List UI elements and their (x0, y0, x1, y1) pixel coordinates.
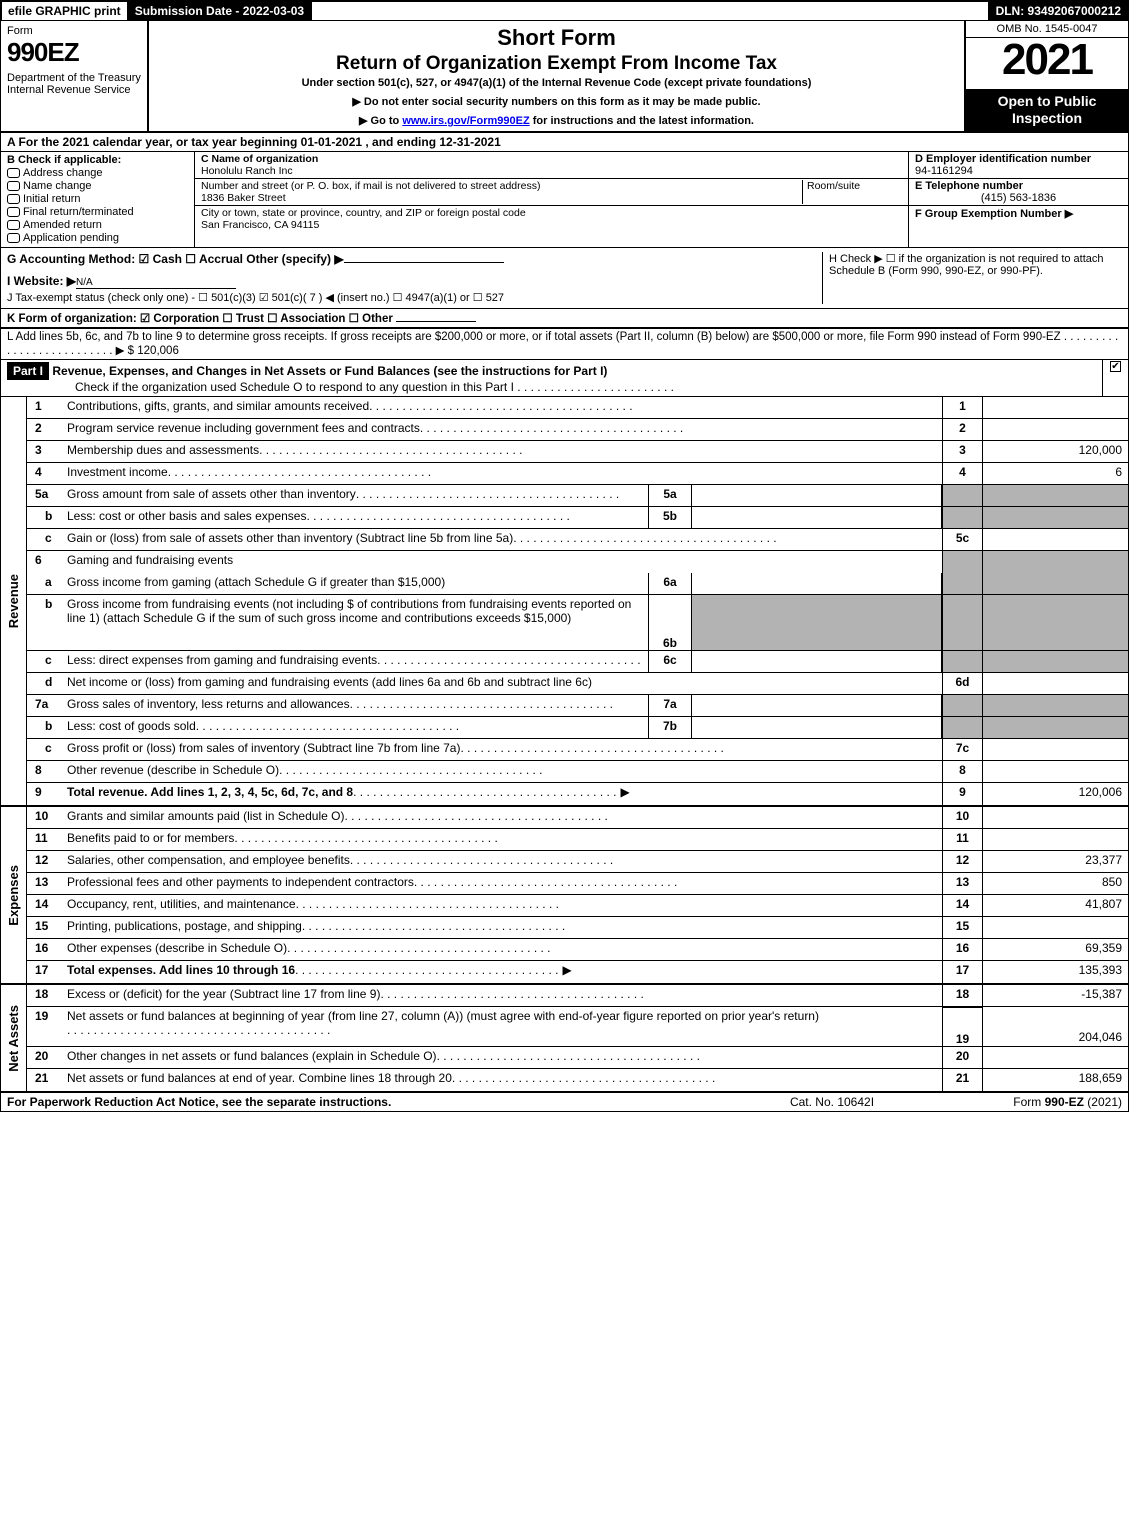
topbar: efile GRAPHIC print Submission Date - 20… (1, 1, 1128, 21)
col-CDEF: C Name of organizationHonolulu Ranch Inc… (195, 152, 1128, 247)
line-5c: cGain or (loss) from sale of assets othe… (27, 529, 1128, 551)
line-5b: bLess: cost or other basis and sales exp… (27, 507, 1128, 529)
line-18: 18Excess or (deficit) for the year (Subt… (27, 985, 1128, 1007)
expenses-section: Expenses 10Grants and similar amounts pa… (1, 807, 1128, 983)
form-title: Return of Organization Exempt From Incom… (157, 53, 956, 75)
short-form-title: Short Form (157, 25, 956, 51)
row-L: L Add lines 5b, 6c, and 7b to line 9 to … (1, 329, 1128, 360)
line-7c: cGross profit or (loss) from sales of in… (27, 739, 1128, 761)
part-I-label: Part I (7, 362, 49, 380)
line-21: 21Net assets or fund balances at end of … (27, 1069, 1128, 1091)
line-14: 14Occupancy, rent, utilities, and mainte… (27, 895, 1128, 917)
form-subtitle: Under section 501(c), 527, or 4947(a)(1)… (157, 77, 956, 89)
rows-GHI: G Accounting Method: ☑ Cash ☐ Accrual Ot… (1, 248, 1128, 309)
room-suite: Room/suite (802, 180, 902, 204)
goto-link-row: ▶ Go to www.irs.gov/Form990EZ for instru… (157, 114, 956, 127)
netassets-section: Net Assets 18Excess or (deficit) for the… (1, 985, 1128, 1091)
line-20: 20Other changes in net assets or fund ba… (27, 1047, 1128, 1069)
footer-right: Form 990-EZ (2021) (942, 1095, 1122, 1109)
F-group-exemption: F Group Exemption Number ▶ (909, 206, 1128, 247)
goto-pre: ▶ Go to (359, 115, 402, 127)
row-I: I Website: ▶N/A (7, 274, 816, 289)
part-I-check-text: Check if the organization used Schedule … (75, 380, 514, 394)
irs-link[interactable]: www.irs.gov/Form990EZ (402, 115, 529, 127)
line-12: 12Salaries, other compensation, and empl… (27, 851, 1128, 873)
revenue-label: Revenue (1, 397, 27, 805)
row-J: J Tax-exempt status (check only one) - ☐… (7, 291, 816, 304)
line-2: 2Program service revenue including gover… (27, 419, 1128, 441)
row-K: K Form of organization: ☑ Corporation ☐ … (1, 309, 1128, 329)
line-16: 16Other expenses (describe in Schedule O… (27, 939, 1128, 961)
line-8: 8Other revenue (describe in Schedule O)8 (27, 761, 1128, 783)
part-I-checkbox[interactable] (1102, 360, 1128, 396)
col-DEF: D Employer identification number94-11612… (908, 152, 1128, 247)
col-B: B Check if applicable: Address change Na… (1, 152, 195, 247)
line-7b: bLess: cost of goods sold7b (27, 717, 1128, 739)
header-mid: Short Form Return of Organization Exempt… (149, 21, 964, 131)
cb-initial-return[interactable]: Initial return (7, 193, 188, 205)
row-A: A For the 2021 calendar year, or tax yea… (1, 133, 1128, 152)
tax-year: 2021 (966, 38, 1128, 89)
cb-final-return[interactable]: Final return/terminated (7, 206, 188, 218)
D-ein: D Employer identification number94-11612… (909, 152, 1128, 179)
rows-BCDEF: B Check if applicable: Address change Na… (1, 152, 1128, 248)
row-H: H Check ▶ ☐ if the organization is not r… (822, 252, 1122, 304)
header-right: OMB No. 1545-0047 2021 Open to Public In… (964, 21, 1128, 131)
line-1: 1Contributions, gifts, grants, and simil… (27, 397, 1128, 419)
line-10: 10Grants and similar amounts paid (list … (27, 807, 1128, 829)
cb-name-change[interactable]: Name change (7, 180, 188, 192)
open-inspection: Open to Public Inspection (966, 89, 1128, 131)
line-7a: 7aGross sales of inventory, less returns… (27, 695, 1128, 717)
line-6a: aGross income from gaming (attach Schedu… (27, 573, 1128, 595)
ghi-left: G Accounting Method: ☑ Cash ☐ Accrual Ot… (7, 252, 816, 304)
line-6d: dNet income or (loss) from gaming and fu… (27, 673, 1128, 695)
expenses-label: Expenses (1, 807, 27, 983)
form-header: Form 990EZ Department of the Treasury In… (1, 21, 1128, 133)
E-phone: E Telephone number(415) 563-1836 (909, 179, 1128, 206)
part-I-title: Revenue, Expenses, and Changes in Net As… (52, 364, 607, 378)
line-19: 19Net assets or fund balances at beginni… (27, 1007, 1128, 1047)
line-6: 6Gaming and fundraising events (27, 551, 1128, 573)
cb-address-change[interactable]: Address change (7, 167, 188, 179)
line-15: 15Printing, publications, postage, and s… (27, 917, 1128, 939)
C-city: City or town, state or province, country… (195, 206, 908, 232)
ssn-warning: ▶ Do not enter social security numbers o… (157, 95, 956, 108)
line-3: 3Membership dues and assessments3120,000 (27, 441, 1128, 463)
topbar-spacer (311, 1, 988, 21)
B-label: B Check if applicable: (7, 154, 188, 166)
department: Department of the Treasury Internal Reve… (7, 72, 141, 96)
cb-amended-return[interactable]: Amended return (7, 219, 188, 231)
header-left: Form 990EZ Department of the Treasury In… (1, 21, 149, 131)
netassets-label: Net Assets (1, 985, 27, 1091)
cb-application-pending[interactable]: Application pending (7, 232, 188, 244)
line-6c: cLess: direct expenses from gaming and f… (27, 651, 1128, 673)
footer-left: For Paperwork Reduction Act Notice, see … (7, 1095, 722, 1109)
efile-print-label[interactable]: efile GRAPHIC print (1, 1, 128, 21)
revenue-section: Revenue 1Contributions, gifts, grants, a… (1, 397, 1128, 805)
form-number: 990EZ (7, 37, 141, 68)
C-name: C Name of organizationHonolulu Ranch Inc (195, 152, 908, 179)
line-13: 13Professional fees and other payments t… (27, 873, 1128, 895)
line-17: 17Total expenses. Add lines 10 through 1… (27, 961, 1128, 983)
goto-post: for instructions and the latest informat… (530, 115, 754, 127)
C-address: Number and street (or P. O. box, if mail… (195, 179, 908, 206)
part-I-header: Part I Revenue, Expenses, and Changes in… (1, 360, 1128, 397)
row-G: G Accounting Method: ☑ Cash ☐ Accrual Ot… (7, 252, 816, 266)
submission-date: Submission Date - 2022-03-03 (128, 1, 311, 21)
line-4: 4Investment income46 (27, 463, 1128, 485)
form-990ez-page: efile GRAPHIC print Submission Date - 20… (0, 0, 1129, 1112)
dln: DLN: 93492067000212 (989, 1, 1128, 21)
line-11: 11Benefits paid to or for members11 (27, 829, 1128, 851)
form-word: Form (7, 25, 141, 37)
page-footer: For Paperwork Reduction Act Notice, see … (1, 1091, 1128, 1111)
footer-catno: Cat. No. 10642I (722, 1095, 942, 1109)
line-5a: 5aGross amount from sale of assets other… (27, 485, 1128, 507)
col-C: C Name of organizationHonolulu Ranch Inc… (195, 152, 908, 247)
line-9: 9Total revenue. Add lines 1, 2, 3, 4, 5c… (27, 783, 1128, 805)
line-6b: bGross income from fundraising events (n… (27, 595, 1128, 651)
